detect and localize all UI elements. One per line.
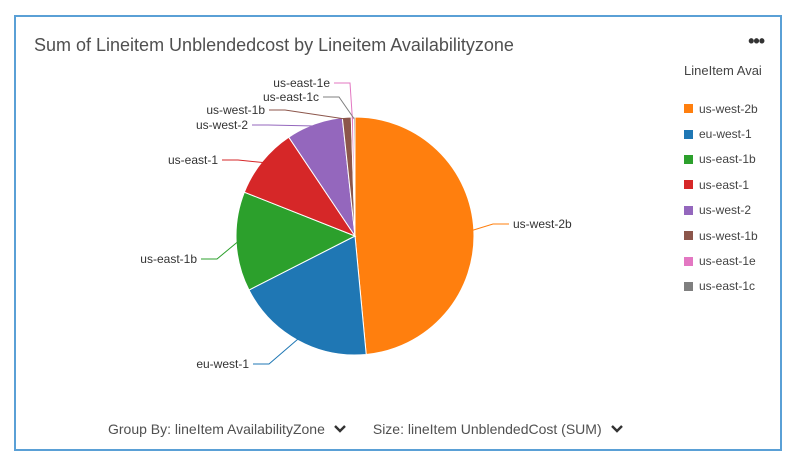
pie-slice-us-west-2b[interactable] bbox=[354, 116, 475, 356]
legend-item[interactable]: us-west-1b bbox=[684, 223, 780, 248]
legend-swatch bbox=[684, 129, 693, 139]
more-options-icon[interactable]: ••• bbox=[748, 31, 765, 51]
legend-item[interactable]: us-east-1c bbox=[684, 274, 780, 299]
slice-label-us-west-1b: us-west-1b bbox=[206, 103, 265, 117]
leader-line-us-east-1 bbox=[222, 159, 264, 164]
leader-line-us-east-1b bbox=[201, 241, 239, 260]
chart-footer: Group By: lineItem AvailabilityZone Size… bbox=[108, 421, 624, 437]
legend-swatch bbox=[684, 256, 693, 266]
slice-label-us-east-1: us-east-1 bbox=[168, 153, 218, 167]
leader-line-us-east-1c bbox=[323, 96, 355, 120]
legend-label: us-west-2b bbox=[699, 101, 758, 116]
slice-label-us-west-2: us-west-2 bbox=[196, 118, 248, 132]
chart-card: Sum of Lineitem Unblendedcost by Lineite… bbox=[14, 15, 782, 451]
leader-line-eu-west-1 bbox=[253, 338, 299, 365]
size-label: Size: lineItem UnblendedCost (SUM) bbox=[372, 421, 602, 437]
legend-item[interactable]: us-west-2b bbox=[684, 96, 780, 121]
legend-item[interactable]: us-west-2 bbox=[684, 198, 780, 223]
legend-swatch bbox=[684, 205, 693, 215]
chart-title: Sum of Lineitem Unblendedcost by Lineite… bbox=[34, 35, 514, 55]
legend-title: LineItem Avai bbox=[684, 63, 762, 78]
slice-label-us-east-1b: us-east-1b bbox=[140, 252, 197, 266]
legend-swatch bbox=[684, 231, 693, 241]
legend-item[interactable]: eu-west-1 bbox=[684, 121, 780, 146]
legend-item[interactable]: us-east-1b bbox=[684, 147, 780, 172]
slice-label-us-west-2b: us-west-2b bbox=[513, 217, 572, 231]
leader-line-us-west-1b bbox=[269, 109, 347, 120]
legend: LineItem Avai us-west-2b eu-west-1 us-east… bbox=[684, 63, 780, 299]
legend-swatch bbox=[684, 104, 693, 114]
legend-item[interactable]: us-east-1 bbox=[684, 172, 780, 197]
group-by-dropdown[interactable]: Group By: lineItem AvailabilityZone bbox=[108, 421, 347, 437]
legend-label: eu-west-1 bbox=[699, 127, 752, 142]
pie-slice-eu-west-1[interactable] bbox=[248, 235, 367, 356]
slice-label-us-east-1e: us-east-1e bbox=[273, 76, 330, 90]
legend-item[interactable]: us-east-1e bbox=[684, 248, 780, 273]
leader-line-us-west-2b bbox=[471, 223, 509, 231]
pie-slice-us-east-1b[interactable] bbox=[235, 191, 357, 291]
legend-swatch bbox=[684, 154, 693, 164]
legend-label: us-west-2 bbox=[699, 203, 752, 218]
chevron-down-icon bbox=[334, 425, 346, 433]
slice-label-us-east-1c: us-east-1c bbox=[263, 90, 319, 104]
leader-line-us-east-1e bbox=[334, 82, 353, 120]
leader-line-us-west-2 bbox=[252, 124, 316, 127]
group-by-label: Group By: lineItem AvailabilityZone bbox=[108, 421, 325, 437]
legend-label: us-east-1b bbox=[699, 152, 756, 167]
slice-label-eu-west-1: eu-west-1 bbox=[196, 357, 249, 371]
legend-label: us-east-1 bbox=[699, 177, 750, 192]
legend-label: us-east-1e bbox=[699, 254, 756, 269]
legend-swatch bbox=[684, 281, 693, 291]
legend-swatch bbox=[684, 180, 693, 190]
legend-label: us-east-1c bbox=[699, 279, 756, 294]
size-dropdown[interactable]: Size: lineItem UnblendedCost (SUM) bbox=[373, 421, 624, 437]
legend-label: us-west-1b bbox=[699, 228, 758, 243]
pie-chart: us-west-2b eu-west-1 us-east-1b us-east-1 us… bbox=[140, 76, 572, 371]
chevron-down-icon bbox=[610, 425, 623, 433]
